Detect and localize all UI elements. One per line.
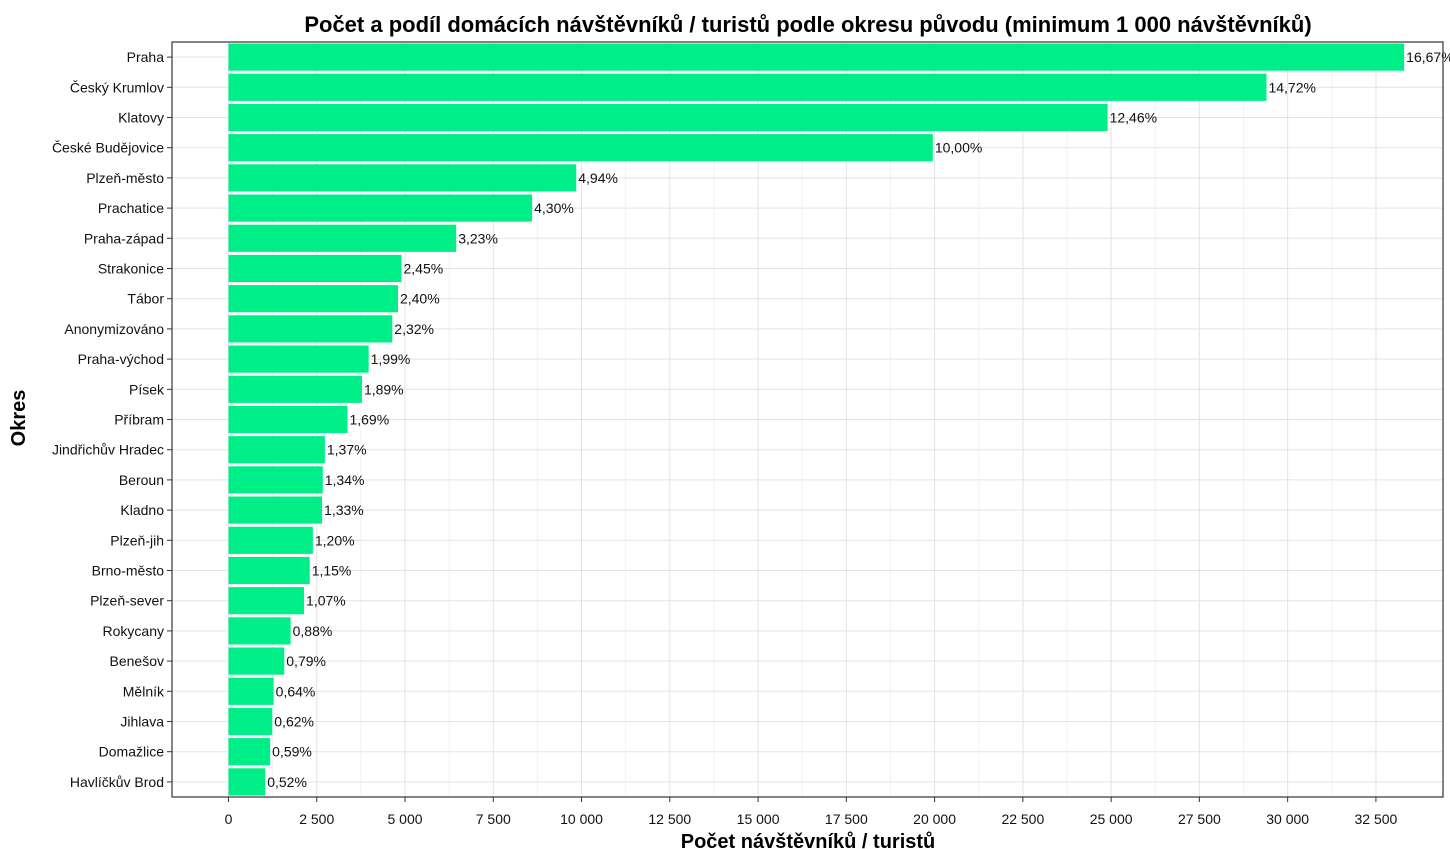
y-tick-label: Kladno <box>120 502 164 518</box>
data-label: 4,94% <box>578 170 618 186</box>
bar <box>228 496 323 524</box>
y-tick-label: Plzeň-sever <box>90 593 164 609</box>
y-tick-label: Písek <box>129 381 165 397</box>
x-tick-label: 10 000 <box>560 811 603 827</box>
y-tick-label: Benešov <box>110 653 164 669</box>
bar <box>228 375 362 403</box>
data-label: 0,62% <box>274 714 314 730</box>
bar <box>228 436 325 464</box>
x-tick-label: 20 000 <box>913 811 956 827</box>
y-tick-label: Praha-východ <box>78 351 164 367</box>
bar <box>228 224 457 252</box>
y-tick-label: Havlíčkův Brod <box>70 774 164 790</box>
x-tick-label: 27 500 <box>1178 811 1221 827</box>
x-tick-label: 0 <box>225 811 233 827</box>
bar <box>228 768 266 796</box>
x-tick-label: 5 000 <box>387 811 422 827</box>
y-tick-label: Brno-město <box>92 563 165 579</box>
bar <box>228 285 398 313</box>
data-label: 1,07% <box>306 593 346 609</box>
y-tick-label: Plzeň-jih <box>110 532 164 548</box>
data-label: 4,30% <box>534 200 574 216</box>
data-label: 3,23% <box>458 230 498 246</box>
bar <box>228 677 274 705</box>
x-tick-label: 15 000 <box>737 811 780 827</box>
y-tick-label: Strakonice <box>98 261 164 277</box>
x-axis-title: Počet návštěvníků / turistů <box>681 831 936 849</box>
data-label: 0,64% <box>276 683 316 699</box>
y-tick-label: Domažlice <box>99 744 165 760</box>
x-tick-label: 2 500 <box>299 811 334 827</box>
data-label: 16,67% <box>1406 49 1450 65</box>
data-label: 0,52% <box>267 774 307 790</box>
data-label: 0,88% <box>293 623 333 639</box>
bar <box>228 647 285 675</box>
data-label: 1,69% <box>349 412 389 428</box>
bar <box>228 134 933 162</box>
y-tick-label: Klatovy <box>118 110 164 126</box>
y-tick-label: Příbram <box>114 412 164 428</box>
x-tick-label: 30 000 <box>1266 811 1309 827</box>
data-label: 0,79% <box>286 653 326 669</box>
bar <box>228 466 323 494</box>
y-axis-title: Okres <box>8 390 30 447</box>
bar <box>228 164 577 192</box>
bars-layer <box>228 43 1405 796</box>
bar <box>228 707 273 736</box>
bar <box>228 345 369 373</box>
y-tick-label: Český Krumlov <box>70 79 164 95</box>
y-tick-label: Prachatice <box>98 200 164 216</box>
bar <box>228 43 1405 71</box>
x-tick-label: 22 500 <box>1001 811 1044 827</box>
bar <box>228 556 310 585</box>
bar <box>228 587 305 615</box>
chart-title: Počet a podíl domácích návštěvníků / tur… <box>304 12 1311 37</box>
data-label: 14,72% <box>1268 79 1315 95</box>
bar <box>228 254 402 283</box>
y-tick-label: Jindřichův Hradec <box>52 442 164 458</box>
y-tick-label: Praha-západ <box>84 230 164 246</box>
bar <box>228 617 291 645</box>
y-tick-label: Anonymizováno <box>64 321 164 337</box>
bar <box>228 103 1108 132</box>
data-label: 1,99% <box>371 351 411 367</box>
bar <box>228 194 533 222</box>
data-label: 1,89% <box>364 381 404 397</box>
bar <box>228 73 1267 101</box>
y-tick-label: Plzeň-město <box>86 170 164 186</box>
y-axis: Praha Český Krumlov Klatovy České Budějovic… <box>52 49 172 790</box>
data-label: 2,40% <box>400 291 440 307</box>
data-label: 2,32% <box>394 321 434 337</box>
bar <box>228 315 393 343</box>
data-label: 1,33% <box>324 502 364 518</box>
bar <box>228 405 348 434</box>
y-tick-label: Praha <box>127 49 165 65</box>
data-label: 1,34% <box>325 472 365 488</box>
y-tick-label: Rokycany <box>103 623 164 639</box>
x-tick-label: 7 500 <box>476 811 511 827</box>
x-tick-label: 25 000 <box>1090 811 1133 827</box>
y-tick-label: Beroun <box>119 472 164 488</box>
data-label: 1,20% <box>315 532 355 548</box>
data-label: 0,59% <box>272 744 312 760</box>
data-label: 10,00% <box>935 140 982 156</box>
y-tick-label: Tábor <box>127 291 164 307</box>
data-labels-layer: 16,67% 14,72% 12,46% 10,00% 4,94%4,30% 3,23% 2… <box>267 49 1450 790</box>
data-label: 1,15% <box>312 563 352 579</box>
y-tick-label: České Budějovice <box>52 140 164 156</box>
x-axis: 0 2 500 5 000 7 500 10 000 12 500 15 000 17 500… <box>225 797 1398 827</box>
x-tick-label: 17 500 <box>825 811 868 827</box>
y-tick-label: Jihlava <box>120 714 164 730</box>
y-tick-label: Mělník <box>123 683 165 699</box>
data-label: 1,37% <box>327 442 367 458</box>
x-tick-label: 32 500 <box>1355 811 1398 827</box>
data-label: 2,45% <box>403 261 443 277</box>
data-label: 12,46% <box>1110 110 1157 126</box>
x-tick-label: 12 500 <box>648 811 691 827</box>
bar <box>228 738 271 766</box>
bar <box>228 526 313 554</box>
